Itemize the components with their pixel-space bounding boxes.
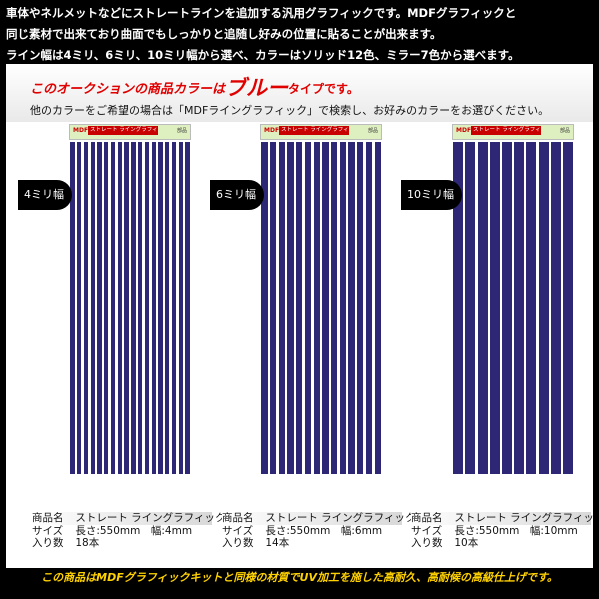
spec-value: 長さ:550mm 幅:10mm xyxy=(454,524,578,537)
line-strip xyxy=(339,142,346,474)
width-label-4mm: 4ミリ幅 xyxy=(18,180,72,210)
line-strip xyxy=(138,142,143,474)
spec-key: 入り数 xyxy=(32,537,64,549)
notice-color: ブルー xyxy=(225,76,289,100)
notice-suffix: タイプです。 xyxy=(288,82,359,96)
notice-prefix: このオークションの商品カラーは xyxy=(30,82,226,97)
line-strip xyxy=(322,142,329,474)
line-strip xyxy=(165,142,170,474)
line-strip xyxy=(185,142,190,474)
line-strip xyxy=(178,142,183,474)
line-strip xyxy=(144,142,150,474)
sheet-label-tag: 部品 xyxy=(559,128,570,134)
sheet-label-tag: 部品 xyxy=(176,128,187,134)
description-header: 車体やネルメットなどにストレートラインを追加する汎用グラフィックです。MDFグラ… xyxy=(0,0,599,64)
line-strip xyxy=(171,142,177,474)
line-strip xyxy=(287,142,294,474)
strip-area xyxy=(452,142,574,474)
line-strip xyxy=(357,142,364,474)
line-strip xyxy=(261,142,268,474)
line-strip xyxy=(124,142,129,474)
sheet-label: MDF ストレート ライングラフィック 部品 xyxy=(260,124,382,140)
spec-block-4mm: 商品名 ストレート ライングラフィック サイズ 長さ:550mm 幅:4mm 入… xyxy=(32,512,225,550)
width-label-6mm: 6ミリ幅 xyxy=(210,180,264,210)
spec-key: 商品名 xyxy=(222,512,254,524)
sheet-label: MDF ストレート ライングラフィック 部品 xyxy=(452,124,574,140)
brand-logo: MDF xyxy=(73,127,89,134)
spec-key: 商品名 xyxy=(411,512,443,524)
spec-value: ストレート ライングラフィック xyxy=(75,512,226,524)
line-strip xyxy=(453,142,464,474)
line-strip xyxy=(278,142,285,474)
sheet-label-name: ストレート ライングラフィック xyxy=(88,126,158,135)
product-sheet-6mm: MDF ストレート ライングラフィック 部品 xyxy=(260,124,382,474)
spec-key: サイズ xyxy=(222,524,254,537)
spec-key: 入り数 xyxy=(222,537,254,549)
spec-value: 14本 xyxy=(265,537,290,549)
product-panel: このオークションの商品カラーはブルータイプです。 他のカラーをご希望の場合は「M… xyxy=(6,64,593,568)
line-strip xyxy=(90,142,95,474)
brand-logo: MDF xyxy=(456,127,472,134)
line-strip xyxy=(477,142,488,474)
quality-footer: この商品はMDFグラフィックキットと同様の材質でUV加工を施した高耐久、高耐候の… xyxy=(41,571,558,584)
line-strip xyxy=(550,142,561,474)
spec-block-10mm: 商品名 ストレート ライングラフィック サイズ 長さ:550mm 幅:10mm … xyxy=(411,512,593,550)
spec-key: 商品名 xyxy=(32,512,64,524)
line-strip xyxy=(313,142,320,474)
spec-value: 長さ:550mm 幅:6mm xyxy=(265,524,383,537)
spec-key: 入り数 xyxy=(411,537,443,549)
strip-area xyxy=(260,142,382,474)
line-strip xyxy=(269,142,277,474)
brand-logo: MDF xyxy=(264,127,280,134)
spec-value: 長さ:550mm 幅:4mm xyxy=(75,524,193,537)
color-notice: このオークションの商品カラーはブルータイプです。 他のカラーをご希望の場合は「M… xyxy=(6,64,593,122)
spec-key: サイズ xyxy=(32,524,64,537)
line-strip xyxy=(104,142,109,474)
line-strip xyxy=(151,142,156,474)
line-strip xyxy=(110,142,116,474)
line-strip xyxy=(514,142,525,474)
sheet-label-tag: 部品 xyxy=(367,128,378,134)
description-line: 車体やネルメットなどにストレートラインを追加する汎用グラフィックです。MDFグラ… xyxy=(6,6,517,20)
spec-block-6mm: 商品名 ストレート ライングラフィック サイズ 長さ:550mm 幅:6mm 入… xyxy=(222,512,415,550)
spec-value: 18本 xyxy=(75,537,100,549)
line-strip xyxy=(562,142,573,474)
spec-value: 10本 xyxy=(454,537,479,549)
line-strip xyxy=(97,142,102,474)
line-strip xyxy=(465,142,476,474)
spec-value: ストレート ライングラフィック xyxy=(265,512,416,524)
line-strip xyxy=(70,142,75,474)
line-strip xyxy=(83,142,89,474)
width-label-10mm: 10ミリ幅 xyxy=(401,180,462,210)
color-notice-title: このオークションの商品カラーはブルータイプです。 xyxy=(30,72,359,102)
sheet-label-name: ストレート ライングラフィック xyxy=(279,126,349,135)
line-strip xyxy=(131,142,136,474)
spec-key: サイズ xyxy=(411,524,443,537)
line-strip xyxy=(330,142,338,474)
line-strip xyxy=(348,142,355,474)
line-strip xyxy=(526,142,537,474)
product-sheet-4mm: MDF ストレート ライングラフィック 部品 xyxy=(69,124,191,474)
line-strip xyxy=(158,142,163,474)
sheet-label: MDF ストレート ライングラフィック 部品 xyxy=(69,124,191,140)
strip-area xyxy=(69,142,191,474)
line-strip xyxy=(77,142,82,474)
line-strip xyxy=(489,142,500,474)
line-strip xyxy=(117,142,122,474)
description-line: ライン幅は4ミリ、6ミリ、10ミリ幅から選べ、カラーはソリッド12色、ミラー7色… xyxy=(6,48,520,62)
description-line: 同じ素材で出来ており曲面でもしっかりと追随し好みの位置に貼ることが出来ます。 xyxy=(6,27,442,41)
sheet-label-name: ストレート ライングラフィック xyxy=(471,126,541,135)
line-strip xyxy=(374,142,381,474)
line-strip xyxy=(304,142,312,474)
line-strip xyxy=(501,142,512,474)
search-instruction: 他のカラーをご希望の場合は「MDFライングラフィック」で検索し、お好みのカラーを… xyxy=(30,104,550,117)
spec-value: ストレート ライングラフィック xyxy=(454,512,593,524)
line-strip xyxy=(365,142,373,474)
line-strip xyxy=(538,142,549,474)
line-strip xyxy=(296,142,303,474)
product-sheet-10mm: MDF ストレート ライングラフィック 部品 xyxy=(452,124,574,474)
